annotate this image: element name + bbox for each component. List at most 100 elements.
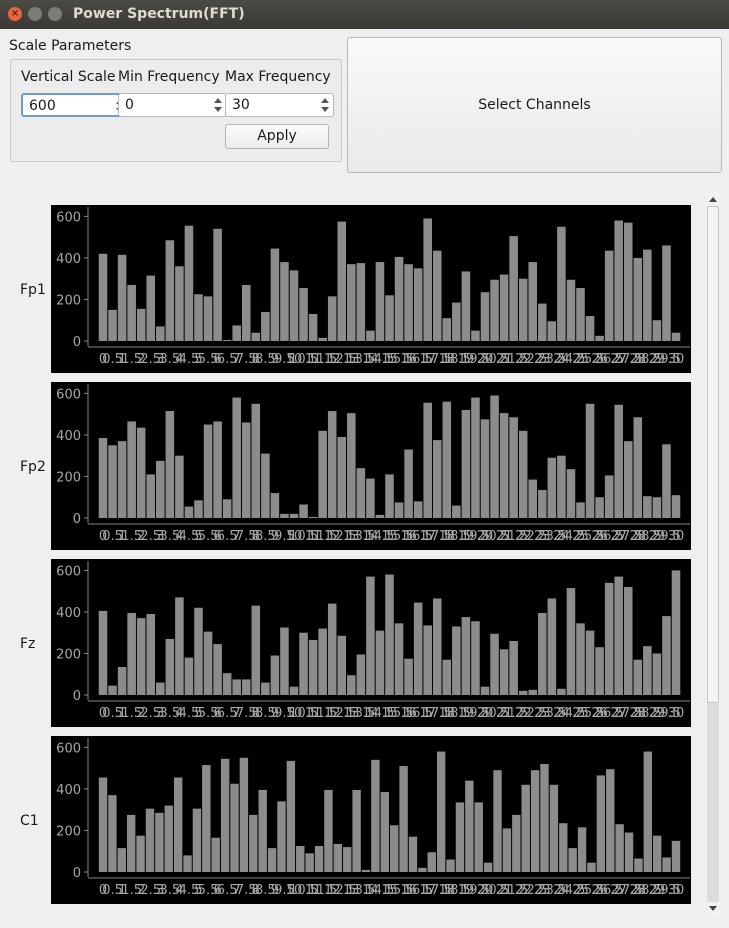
x-tick-label: 16 <box>400 883 417 898</box>
x-tick-label: 28 <box>630 706 647 721</box>
spin-up-icon[interactable] <box>321 98 329 103</box>
spectrum-bar <box>557 688 566 695</box>
vertical-scale-spinbox[interactable]: 600 <box>21 93 130 117</box>
max-frequency-arrows[interactable] <box>320 96 330 114</box>
vertical-scale-value[interactable]: 600 <box>29 98 56 114</box>
x-tick-label: 21.5 <box>499 529 528 544</box>
scroll-thumb[interactable] <box>707 206 719 703</box>
spectrum-bar <box>117 441 127 518</box>
x-tick-label: 23.5 <box>537 706 566 721</box>
spectrum-bar <box>277 801 286 872</box>
spectrum-bar <box>98 777 108 872</box>
x-tick-label: 1 <box>118 529 126 544</box>
x-tick-label: 19 <box>458 706 475 721</box>
x-tick-label: 6 <box>213 352 221 367</box>
spectrum-bar <box>347 264 356 341</box>
vertical-scrollbar[interactable] <box>706 192 720 916</box>
max-frequency-value[interactable]: 30 <box>232 97 250 113</box>
minimize-window-icon[interactable] <box>28 7 42 21</box>
x-tick-label: 27.5 <box>614 529 643 544</box>
spectrum-bar <box>480 686 490 695</box>
spin-up-icon[interactable] <box>214 98 222 103</box>
x-tick-label: 14 <box>362 883 379 898</box>
x-tick-label: 11 <box>305 706 322 721</box>
x-tick-label: 24.5 <box>556 706 585 721</box>
x-tick-label: 21 <box>496 883 513 898</box>
spectrum-bar <box>375 514 385 518</box>
x-tick-label: 17 <box>419 529 436 544</box>
x-tick-label: 5 <box>194 529 202 544</box>
spectrum-bar <box>643 751 653 872</box>
scroll-down-arrow-icon[interactable] <box>709 906 717 911</box>
x-tick-label: 26 <box>591 883 608 898</box>
x-tick-label: 9 <box>271 352 279 367</box>
select-channels-button[interactable]: Select Channels <box>347 37 722 173</box>
max-frequency-spinbox[interactable]: 30 <box>225 93 334 117</box>
x-tick-label: 17.5 <box>423 883 452 898</box>
x-tick-label: 14.5 <box>365 706 394 721</box>
x-tick-label: 28 <box>630 352 647 367</box>
x-tick-label: 2.5 <box>140 529 161 544</box>
spectrum-bar <box>220 758 230 872</box>
spectrum-bar <box>286 760 296 872</box>
spectrum-bar <box>671 495 681 518</box>
x-tick-label: 1.5 <box>121 529 142 544</box>
spectrum-bar <box>165 240 175 341</box>
x-tick-label: 13.5 <box>346 883 375 898</box>
spin-down-icon[interactable] <box>214 107 222 112</box>
spectrum-bar <box>493 770 502 872</box>
spectrum-bar <box>117 848 126 872</box>
scroll-track[interactable] <box>707 206 719 902</box>
x-tick-label: 24 <box>553 883 570 898</box>
spectrum-bar <box>662 245 671 341</box>
spectrum-bar <box>624 832 634 872</box>
x-tick-label: 20 <box>477 529 494 544</box>
x-tick-label: 13.5 <box>346 706 375 721</box>
x-tick-label: 29 <box>649 706 666 721</box>
x-tick-label: 6.5 <box>217 706 238 721</box>
close-window-icon[interactable]: × <box>8 7 22 21</box>
spectrum-bar <box>499 413 509 518</box>
x-tick-label: 1.5 <box>121 706 142 721</box>
x-tick-label: 24 <box>553 352 570 367</box>
spectrum-bar <box>145 808 155 872</box>
x-tick-label: 13 <box>343 352 360 367</box>
spectrum-bar <box>623 222 633 341</box>
y-tick-label: 0 <box>73 866 81 881</box>
scroll-up-arrow-icon[interactable] <box>709 197 717 202</box>
spectrum-bar <box>232 679 241 695</box>
x-tick-label: 25.5 <box>576 352 605 367</box>
spectrum-bar <box>577 827 587 872</box>
spectrum-bar <box>136 308 146 341</box>
channel-label-c1: C1 <box>20 813 39 829</box>
spectrum-bar <box>509 236 518 341</box>
x-tick-label: 10.5 <box>289 883 318 898</box>
spectrum-bar <box>518 278 528 341</box>
x-tick-label: 19.5 <box>461 529 490 544</box>
x-tick-label: 1 <box>118 883 126 898</box>
x-tick-label: 19.5 <box>461 352 490 367</box>
spectrum-bar <box>270 493 280 518</box>
spin-down-icon[interactable] <box>321 107 329 112</box>
x-tick-label: 22 <box>515 706 532 721</box>
spectrum-bar <box>213 421 222 518</box>
spectrum-bar <box>232 325 241 341</box>
x-tick-label: 5 <box>194 883 202 898</box>
apply-button[interactable]: Apply <box>225 124 329 149</box>
x-tick-label: 8.5 <box>255 529 276 544</box>
spectrum-bar <box>127 284 136 341</box>
spectrum-bar <box>175 597 184 695</box>
x-tick-label: 9 <box>271 883 279 898</box>
spectrum-bar <box>623 587 633 695</box>
min-frequency-spinbox[interactable]: 0 <box>118 93 227 117</box>
x-tick-label: 23 <box>534 352 551 367</box>
x-tick-label: 0 <box>99 706 107 721</box>
x-tick-label: 19 <box>458 352 475 367</box>
min-frequency-arrows[interactable] <box>213 96 223 114</box>
x-tick-label: 22 <box>515 883 532 898</box>
x-tick-label: 23 <box>534 529 551 544</box>
min-frequency-value[interactable]: 0 <box>125 97 134 113</box>
spectrum-bar <box>327 411 337 518</box>
maximize-window-icon[interactable] <box>48 7 62 21</box>
spectrum-bar <box>356 468 366 518</box>
